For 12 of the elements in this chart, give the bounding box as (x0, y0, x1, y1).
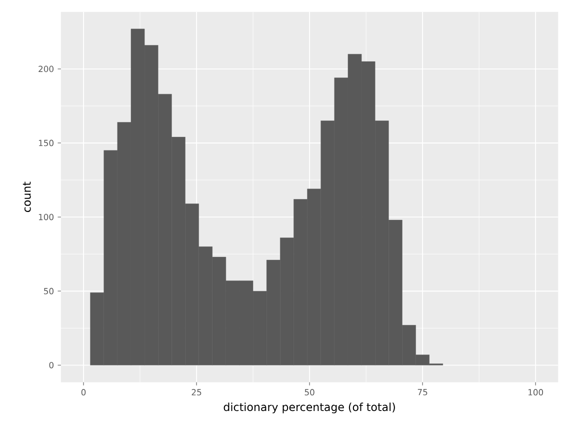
y-tick-label: 50 (44, 288, 54, 294)
x-tick-label: 75 (418, 388, 428, 396)
x-tick-label: 100 (528, 388, 544, 396)
x-tick-label: 0 (81, 388, 86, 396)
y-axis-title: count (22, 182, 31, 212)
y-tick-label: 150 (38, 140, 54, 146)
x-tick-label: 25 (192, 388, 202, 396)
y-tick-label: 200 (38, 66, 54, 72)
x-axis-title: dictionary percentage (of total) (224, 402, 395, 414)
y-tick-label: 100 (38, 214, 54, 220)
y-tick-label: 0 (49, 362, 54, 368)
x-tick-label: 50 (304, 388, 314, 396)
